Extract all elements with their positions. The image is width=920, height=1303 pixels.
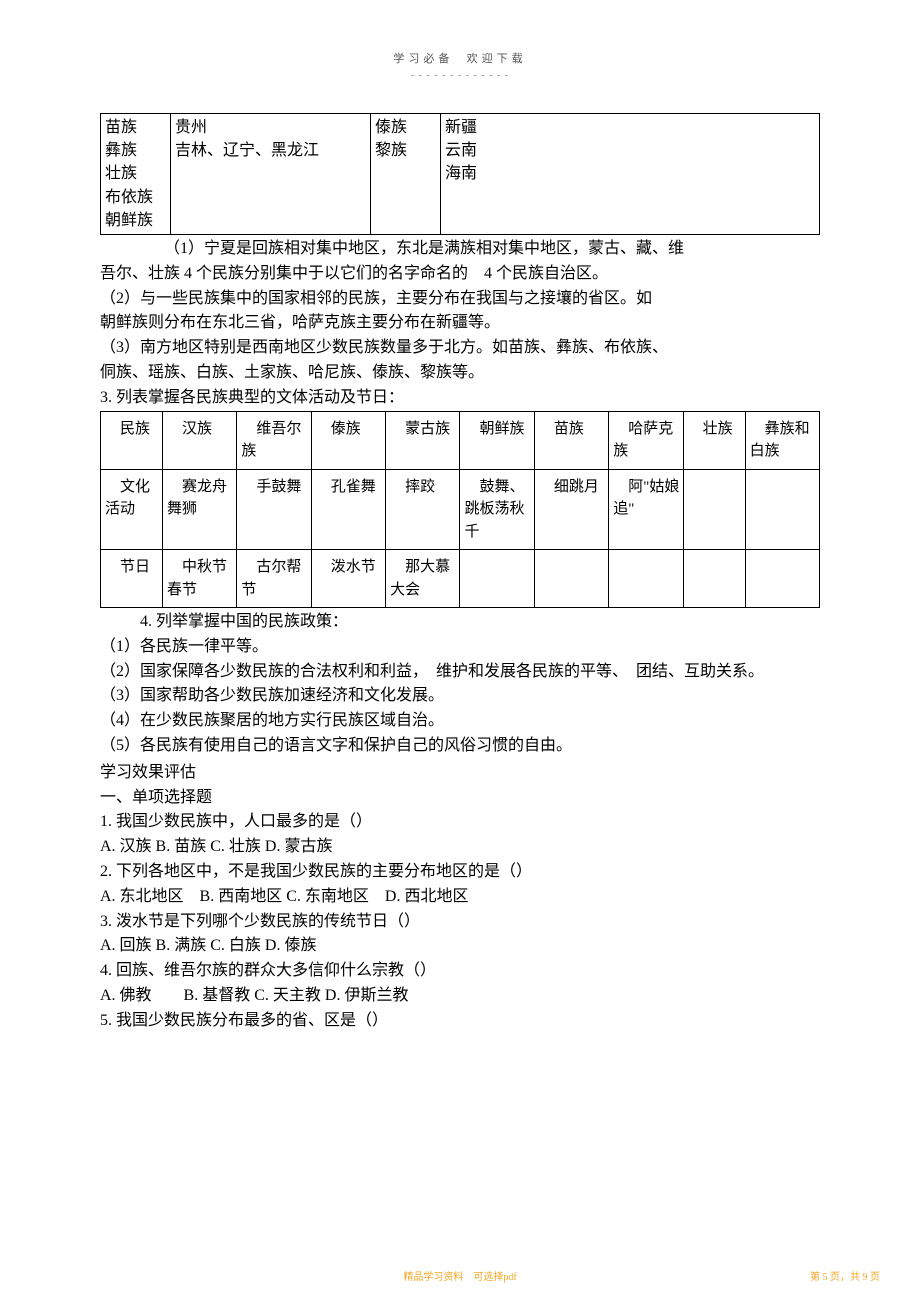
paragraph-block-1: （1）宁夏是回族相对集中地区，东北是满族相对集中地区，蒙古、藏、维 吾尔、壮族 … <box>100 237 820 411</box>
para-line: （2）与一些民族集中的国家相邻的民族，主要分布在我国与之接壤的省区。如 <box>100 287 820 312</box>
cell-provinces-2: 新疆 云南 海南 <box>441 114 820 235</box>
td: 文化活动 <box>101 469 163 550</box>
td: 鼓舞、跳板荡秋千 <box>460 469 534 550</box>
th: 壮族 <box>683 411 745 469</box>
policy-item: （2）国家保障各少数民族的合法权利和利益， 维护和发展各民族的平等、 团结、互助… <box>100 660 820 685</box>
th: 维吾尔族 <box>237 411 311 469</box>
para-line: 吾尔、壮族 4 个民族分别集中于以它们的名字命名的 4 个民族自治区。 <box>100 262 820 287</box>
ethnic-region-table: 苗族 彝族 壮族 布依族 朝鲜族 贵州 吉林、辽宁、黑龙江 傣族 黎族 新疆 云… <box>100 113 820 235</box>
policy-item: （5）各民族有使用自己的语言文字和保护自己的风俗习惯的自由。 <box>100 734 820 759</box>
eval-section: 一、单项选择题 <box>100 786 820 811</box>
td <box>609 550 683 608</box>
cell-ethnic-groups: 苗族 彝族 壮族 布依族 朝鲜族 <box>101 114 171 235</box>
th: 民族 <box>101 411 163 469</box>
question-line: 2. 下列各地区中，不是我国少数民族的主要分布地区的是（） <box>100 860 820 885</box>
td: 节日 <box>101 550 163 608</box>
cell-provinces-1: 贵州 吉林、辽宁、黑龙江 <box>171 114 371 235</box>
td <box>534 550 608 608</box>
page-header: 学习必备 欢迎下载 <box>100 50 820 66</box>
th: 朝鲜族 <box>460 411 534 469</box>
footer-center: 精品学习资料 可选择pdf <box>0 1268 920 1283</box>
table-row: 文化活动 赛龙舟舞狮 手鼓舞 孔雀舞 摔跤 鼓舞、跳板荡秋千 细跳月 阿"姑娘追… <box>101 469 820 550</box>
answer-line: A. 佛教 B. 基督教 C. 天主教 D. 伊斯兰教 <box>100 984 820 1009</box>
td <box>745 550 819 608</box>
footer-page-number: 第 5 页，共 9 页 <box>810 1268 880 1283</box>
td: 赛龙舟舞狮 <box>162 469 236 550</box>
para-line: 侗族、瑶族、白族、土家族、哈尼族、傣族、黎族等。 <box>100 361 820 386</box>
td <box>745 469 819 550</box>
table-row: 节日 中秋节春节 古尔帮节 泼水节 那大慕大会 <box>101 550 820 608</box>
th: 蒙古族 <box>386 411 460 469</box>
para-line: （3）南方地区特别是西南地区少数民族数量多于北方。如苗族、彝族、布依族、 <box>100 336 820 361</box>
td: 那大慕大会 <box>386 550 460 608</box>
td: 泼水节 <box>311 550 385 608</box>
header-underline: - - - - - - - - - - - - - <box>100 70 820 81</box>
para-line: 3. 列表掌握各民族典型的文体活动及节日： <box>100 386 820 411</box>
th: 汉族 <box>162 411 236 469</box>
eval-title: 学习效果评估 <box>100 761 820 786</box>
cell-ethnic-groups-2: 傣族 黎族 <box>371 114 441 235</box>
table-header-row: 民族 汉族 维吾尔族 傣族 蒙古族 朝鲜族 苗族 哈萨克族 壮族 彝族和白族 <box>101 411 820 469</box>
question-line: 3. 泼水节是下列哪个少数民族的传统节日（） <box>100 910 820 935</box>
td: 摔跤 <box>386 469 460 550</box>
th: 苗族 <box>534 411 608 469</box>
answer-line: A. 回族 B. 满族 C. 白族 D. 傣族 <box>100 934 820 959</box>
para-line: 朝鲜族则分布在东北三省，哈萨克族主要分布在新疆等。 <box>100 311 820 336</box>
header-left: 学习必备 <box>393 53 453 65</box>
policy-item: （4）在少数民族聚居的地方实行民族区域自治。 <box>100 709 820 734</box>
question-line: 1. 我国少数民族中，人口最多的是（） <box>100 810 820 835</box>
th: 彝族和白族 <box>745 411 819 469</box>
evaluation-block: 学习效果评估 一、单项选择题 1. 我国少数民族中，人口最多的是（） A. 汉族… <box>100 761 820 1034</box>
td: 阿"姑娘追" <box>609 469 683 550</box>
th: 哈萨克族 <box>609 411 683 469</box>
ethnic-activities-table: 民族 汉族 维吾尔族 傣族 蒙古族 朝鲜族 苗族 哈萨克族 壮族 彝族和白族 文… <box>100 411 820 609</box>
td: 手鼓舞 <box>237 469 311 550</box>
th: 傣族 <box>311 411 385 469</box>
td: 中秋节春节 <box>162 550 236 608</box>
policy-item: （3）国家帮助各少数民族加速经济和文化发展。 <box>100 684 820 709</box>
td <box>683 550 745 608</box>
td <box>683 469 745 550</box>
table-row: 苗族 彝族 壮族 布依族 朝鲜族 贵州 吉林、辽宁、黑龙江 傣族 黎族 新疆 云… <box>101 114 820 235</box>
answer-line: A. 汉族 B. 苗族 C. 壮族 D. 蒙古族 <box>100 835 820 860</box>
td: 细跳月 <box>534 469 608 550</box>
paragraph-block-2: 4. 列举掌握中国的民族政策： （1）各民族一律平等。 （2）国家保障各少数民族… <box>100 610 820 759</box>
para-line: 4. 列举掌握中国的民族政策： <box>100 610 820 635</box>
td: 孔雀舞 <box>311 469 385 550</box>
td: 古尔帮节 <box>237 550 311 608</box>
question-line: 4. 回族、维吾尔族的群众大多信仰什么宗教（） <box>100 959 820 984</box>
question-line: 5. 我国少数民族分布最多的省、区是（） <box>100 1009 820 1034</box>
answer-line: A. 东北地区 B. 西南地区 C. 东南地区 D. 西北地区 <box>100 885 820 910</box>
policy-item: （1）各民族一律平等。 <box>100 635 820 660</box>
td <box>460 550 534 608</box>
header-right: 欢迎下载 <box>467 53 527 65</box>
para-line: （1）宁夏是回族相对集中地区，东北是满族相对集中地区，蒙古、藏、维 <box>100 237 820 262</box>
